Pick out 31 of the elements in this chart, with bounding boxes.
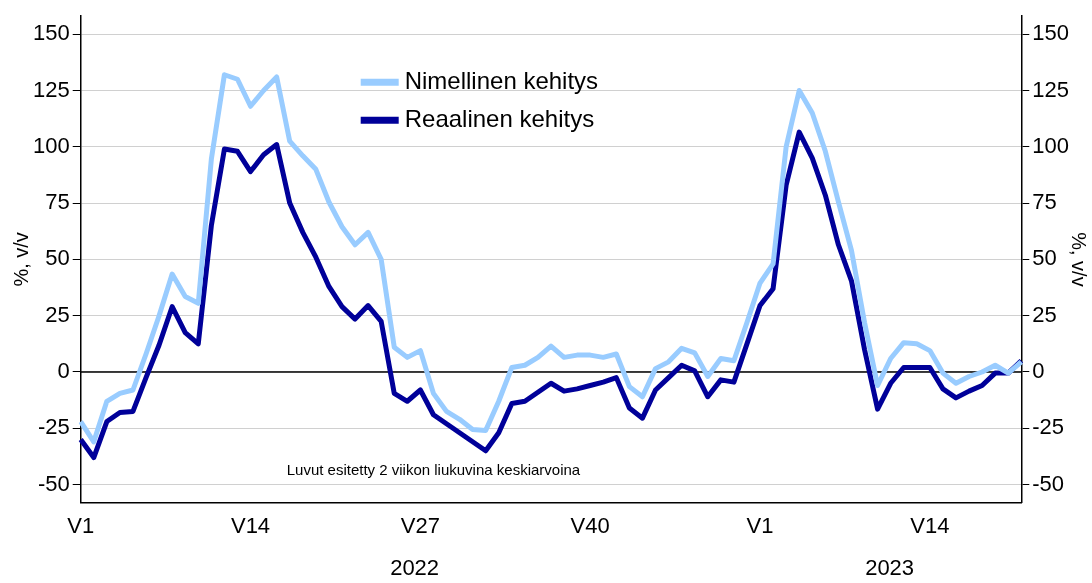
y-tick-label: 50 bbox=[45, 245, 70, 271]
x-tick-label: V1 bbox=[67, 512, 95, 538]
y-axis-title: %, v/v bbox=[9, 232, 32, 287]
text: 2023 bbox=[865, 554, 915, 580]
y-tick-label: 150 bbox=[32, 20, 70, 46]
x-tick-label: V1 bbox=[746, 512, 774, 538]
y2-tick-label: -50 bbox=[1032, 470, 1065, 496]
y-tick-label: -50 bbox=[37, 470, 70, 496]
y-tick-label: 75 bbox=[45, 189, 70, 215]
y-tick-label: 25 bbox=[45, 301, 70, 327]
y-tick-label: 0 bbox=[57, 358, 70, 384]
x-tick-label: V40 bbox=[570, 512, 610, 538]
y2-tick-label: -25 bbox=[1032, 414, 1065, 440]
y2-tick-label: 100 bbox=[1032, 132, 1070, 158]
x-tick-label: V14 bbox=[910, 512, 950, 538]
x-tick-label: V27 bbox=[400, 512, 440, 538]
y-tick-label: 100 bbox=[32, 132, 70, 158]
y2-tick-label: 25 bbox=[1032, 301, 1057, 327]
y-tick-label: -25 bbox=[37, 414, 70, 440]
y2-tick-label: 150 bbox=[1032, 20, 1070, 46]
y-tick-label: 125 bbox=[32, 76, 70, 102]
y2-tick-label: 50 bbox=[1032, 245, 1057, 271]
text: 2022 bbox=[390, 554, 440, 580]
y2-tick-label: 75 bbox=[1032, 189, 1057, 215]
legend-label: Reaalinen kehitys bbox=[404, 104, 595, 132]
x-tick-label: V14 bbox=[230, 512, 271, 538]
y2-axis-title: %, v/v bbox=[1068, 232, 1091, 287]
annotation: Luvut esitetty 2 viikon liukuvina keskiarvoina bbox=[286, 460, 581, 478]
y2-tick-label: 125 bbox=[1032, 76, 1070, 102]
legend-label: Nimellinen kehitys bbox=[404, 66, 599, 94]
y2-tick-label: 0 bbox=[1032, 358, 1045, 384]
